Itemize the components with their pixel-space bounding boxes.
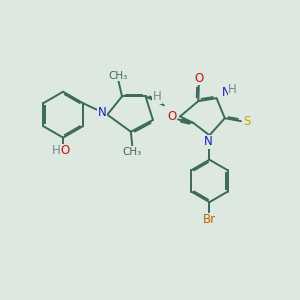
Text: H: H (52, 144, 61, 158)
Text: H: H (228, 83, 237, 96)
Text: O: O (195, 72, 204, 85)
Text: O: O (167, 110, 177, 123)
Text: H: H (153, 90, 162, 103)
Text: CH₃: CH₃ (123, 147, 142, 157)
Text: Br: Br (203, 213, 216, 226)
Text: N: N (98, 106, 106, 119)
Text: N: N (222, 86, 230, 99)
Text: S: S (243, 115, 250, 128)
Text: CH₃: CH₃ (109, 71, 128, 81)
Text: N: N (204, 135, 212, 148)
Text: O: O (61, 144, 70, 158)
